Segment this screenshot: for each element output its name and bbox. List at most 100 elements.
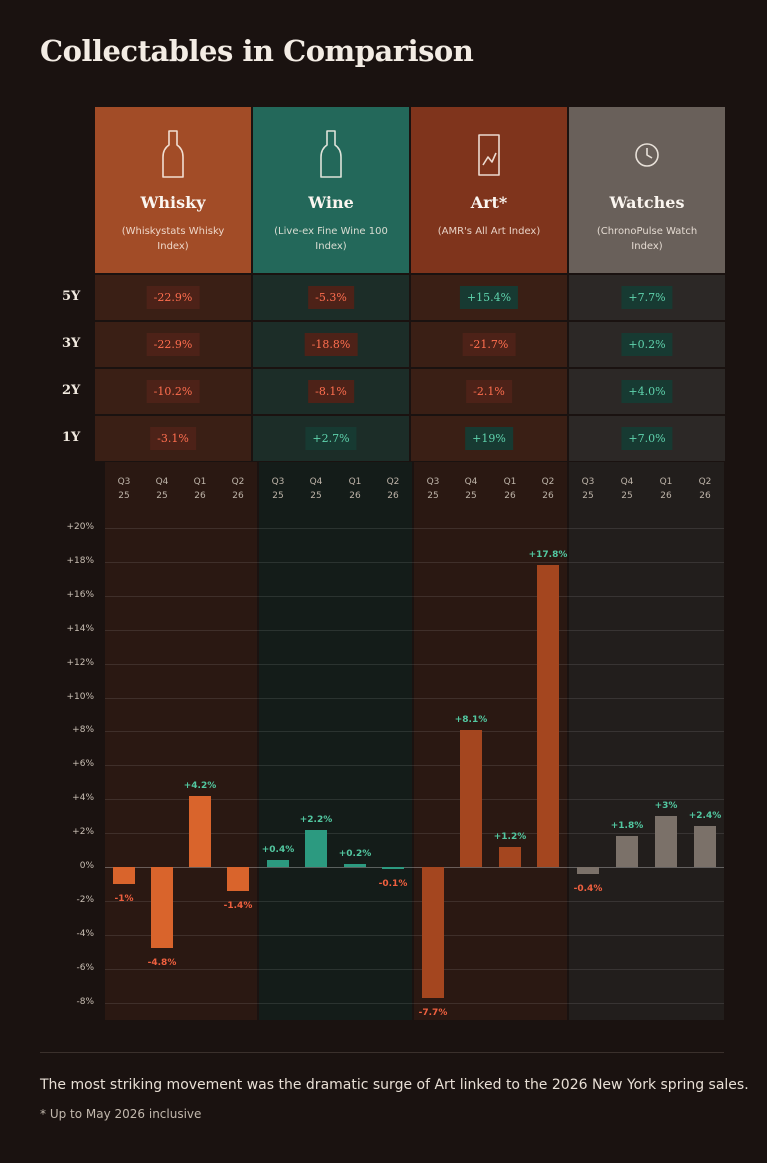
- return-cell: -21.7%: [411, 322, 567, 367]
- gridline: [105, 1003, 724, 1004]
- quarter-label: Q3 25: [426, 477, 440, 501]
- return-value: +4.0%: [621, 380, 673, 403]
- bar-watches-3: [694, 826, 716, 867]
- category-name: Whisky: [140, 193, 206, 212]
- gridline: [105, 969, 724, 970]
- divider: [40, 1052, 724, 1053]
- gridline: [105, 833, 724, 834]
- gridline: [105, 664, 724, 665]
- bar-wine-3: [382, 867, 404, 869]
- y-tick-label: +4%: [72, 793, 94, 803]
- quarter-label: Q1 26: [348, 477, 362, 501]
- bar-art-1: [460, 730, 482, 867]
- return-cell: -3.1%: [95, 416, 251, 461]
- quarter-label: Q3 25: [117, 477, 131, 501]
- quarter-label: Q2 26: [541, 477, 555, 501]
- return-value: +19%: [465, 427, 513, 450]
- data-label: +2.2%: [299, 815, 333, 825]
- return-cell: +0.2%: [569, 322, 725, 367]
- return-cell: -22.9%: [95, 275, 251, 320]
- quarter-label: Q3 25: [581, 477, 595, 501]
- return-cell: +7.7%: [569, 275, 725, 320]
- y-tick-label: +10%: [66, 692, 94, 702]
- period-label: 3Y: [62, 336, 81, 351]
- return-cell: +7.0%: [569, 416, 725, 461]
- gridline: [105, 799, 724, 800]
- bar-watches-0: [577, 867, 599, 874]
- y-tick-label: +2%: [72, 827, 94, 837]
- data-label: -4.8%: [147, 958, 177, 968]
- chart-panel-0: [105, 462, 257, 1020]
- return-cell: +4.0%: [569, 369, 725, 414]
- bar-wine-2: [344, 864, 366, 867]
- footnote: * Up to May 2026 inclusive: [40, 1107, 202, 1121]
- y-tick-label: +14%: [66, 624, 94, 634]
- quarter-label: Q2 26: [231, 477, 245, 501]
- bar-art-3: [537, 565, 559, 867]
- bar-whisky-3: [227, 867, 249, 891]
- footer-text: The most striking movement was the drama…: [40, 1077, 749, 1093]
- category-name: Wine: [308, 193, 354, 212]
- quarter-label: Q2 26: [698, 477, 712, 501]
- bottle-icon: [95, 129, 251, 181]
- quarter-label: Q4 25: [309, 477, 323, 501]
- return-value: +15.4%: [459, 286, 519, 309]
- data-label: +2.4%: [688, 811, 722, 821]
- return-cell: +15.4%: [411, 275, 567, 320]
- bar-wine-0: [267, 860, 289, 867]
- bar-watches-2: [655, 816, 677, 867]
- category-header-1: Wine (Live-ex Fine Wine 100 Index): [253, 107, 409, 273]
- quarter-label: Q2 26: [386, 477, 400, 501]
- data-label: -1.4%: [223, 901, 253, 911]
- y-tick-label: -6%: [76, 963, 94, 973]
- category-subtitle: (Whiskystats Whisky Index): [121, 226, 225, 252]
- bar-art-0: [422, 867, 444, 998]
- category-header-0: Whisky (Whiskystats Whisky Index): [95, 107, 251, 273]
- return-cell: -2.1%: [411, 369, 567, 414]
- category-name: Art*: [470, 193, 508, 212]
- y-tick-label: +16%: [66, 590, 94, 600]
- bar-whisky-1: [151, 867, 173, 948]
- return-value: -18.8%: [304, 333, 358, 356]
- y-tick-label: +20%: [66, 522, 94, 532]
- bar-watches-1: [616, 836, 638, 867]
- data-label: +4.2%: [183, 781, 217, 791]
- data-label: +0.2%: [338, 849, 372, 859]
- category-subtitle: (AMR's All Art Index): [437, 226, 541, 237]
- quarter-label: Q4 25: [620, 477, 634, 501]
- gridline: [105, 698, 724, 699]
- return-value: -22.9%: [146, 286, 200, 309]
- period-label: 1Y: [62, 430, 81, 445]
- gridline: [105, 630, 724, 631]
- gridline: [105, 562, 724, 563]
- return-cell: +19%: [411, 416, 567, 461]
- return-value: -10.2%: [146, 380, 200, 403]
- y-tick-label: +8%: [72, 725, 94, 735]
- return-value: -8.1%: [308, 380, 354, 403]
- quarter-label: Q4 25: [155, 477, 169, 501]
- return-value: -21.7%: [462, 333, 516, 356]
- return-cell: -18.8%: [253, 322, 409, 367]
- gridline: [105, 596, 724, 597]
- data-label: +1.8%: [610, 821, 644, 831]
- quarter-label: Q4 25: [464, 477, 478, 501]
- data-label: +17.8%: [528, 550, 568, 560]
- category-name: Watches: [609, 193, 685, 212]
- bottle-icon: [253, 129, 409, 181]
- return-value: -2.1%: [466, 380, 512, 403]
- chart-panel-3: [569, 462, 724, 1020]
- data-label: +0.4%: [261, 845, 295, 855]
- bar-whisky-0: [113, 867, 135, 884]
- gridline: [105, 867, 724, 868]
- period-label: 2Y: [62, 383, 81, 398]
- data-label: +3%: [654, 801, 678, 811]
- return-value: +7.7%: [621, 286, 673, 309]
- data-label: -1%: [114, 894, 134, 904]
- return-value: +7.0%: [621, 427, 673, 450]
- period-label: 5Y: [62, 289, 81, 304]
- category-header-2: Art* (AMR's All Art Index): [411, 107, 567, 273]
- return-cell: -5.3%: [253, 275, 409, 320]
- quarter-label: Q1 26: [503, 477, 517, 501]
- return-value: +2.7%: [305, 427, 357, 450]
- data-label: +1.2%: [493, 832, 527, 842]
